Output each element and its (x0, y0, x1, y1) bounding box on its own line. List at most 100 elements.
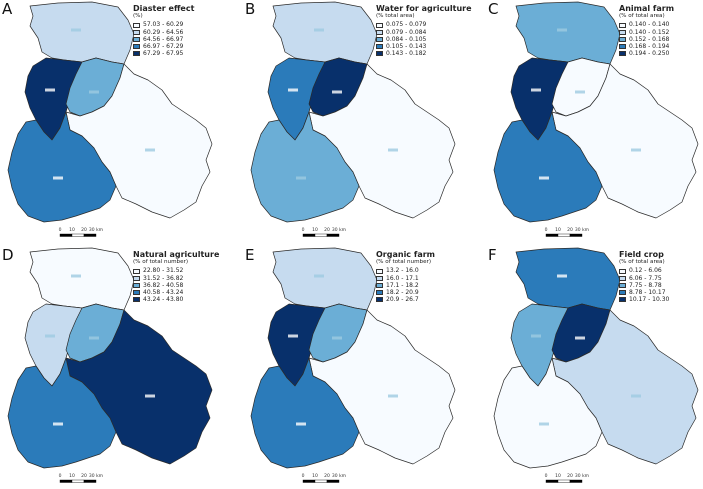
legend-class-label: 0.140 - 0.152 (629, 28, 670, 36)
legend-swatch (619, 282, 626, 288)
choropleth-map: 0 10 20 30 km (7, 247, 213, 483)
legend-item: 31.52 - 36.82 (133, 275, 219, 282)
map-panel-b: 0 10 20 30 km B Water for agriculture (% total… (243, 0, 477, 243)
legend-class-label: 31.52 - 36.82 (143, 274, 184, 282)
legend-unit: (% of total number) (133, 259, 189, 266)
legend-item: 17.1 - 18.2 (376, 282, 435, 289)
region-label-northwest (531, 88, 541, 92)
legend-class-label: 10.17 - 10.30 (629, 296, 670, 304)
region-label-north (557, 28, 567, 32)
legend-item: 8.78 - 10.17 (619, 289, 669, 296)
legend-unit: (% total area) (376, 13, 415, 20)
scale-bar: 0 10 20 30 km (302, 473, 346, 483)
legend-item: 64.56 - 66.97 (133, 36, 194, 43)
scale-bar-segment (545, 233, 559, 237)
region-north (515, 247, 621, 311)
legend-swatch (133, 268, 140, 274)
panel-letter: E (245, 246, 255, 264)
region-label-center (575, 336, 585, 340)
scale-bar-label: 30 km (332, 227, 346, 233)
legend-item: 0.143 - 0.182 (376, 50, 472, 57)
scale-bar-label: 10 (69, 227, 75, 233)
legend-item: 0.12 - 6.06 (619, 267, 669, 274)
region-label-north (557, 274, 567, 278)
legend-swatch (133, 22, 140, 28)
scale-bar-label: 10 (555, 473, 561, 479)
region-southwest (493, 111, 603, 223)
scale-bar-label: 0 (59, 227, 62, 233)
choropleth-map: 0 10 20 30 km (250, 1, 456, 237)
region-southwest (7, 357, 117, 469)
map-panel-f: 0 10 20 30 km F Field crop (% of total area) 0.… (486, 246, 703, 489)
choropleth-map: 0 10 20 30 km (250, 247, 456, 483)
region-label-north (71, 28, 81, 32)
region-north (29, 247, 135, 311)
region-north (515, 1, 621, 65)
legend-class-label: 40.58 - 43.24 (143, 289, 184, 297)
legend-swatch (133, 36, 140, 42)
region-label-east (388, 394, 398, 398)
legend-item: 6.06 - 7.75 (619, 275, 669, 282)
legend-item: 0.152 - 0.168 (619, 36, 674, 43)
scale-bar: 0 10 20 30 km (545, 227, 589, 237)
scale-bar-label: 30 km (89, 227, 103, 233)
scale-bar-segment (569, 233, 583, 237)
scale-bar-segment (83, 233, 97, 237)
map-panel-e: 0 10 20 30 km E Organic farm (% of total numbe… (243, 246, 477, 489)
legend-class-label: 8.78 - 10.17 (629, 289, 666, 297)
region-label-northwest (45, 88, 55, 92)
legend-item: 67.29 - 67.95 (133, 50, 194, 57)
legend-class-label: 36.82 - 40.58 (143, 281, 184, 289)
scale-bar: 0 10 20 30 km (302, 227, 346, 237)
region-label-east (145, 148, 155, 152)
legend-item: 57.03 - 60.29 (133, 21, 194, 28)
scale-bar-label: 10 (312, 473, 318, 479)
scale-bar: 0 10 20 30 km (59, 227, 103, 237)
region-east (308, 63, 456, 219)
region-label-southwest (539, 422, 549, 426)
map-panel-c: 0 10 20 30 km C Animal farm (% of total area) 0… (486, 0, 703, 243)
legend-class-label: 60.29 - 64.56 (143, 28, 184, 36)
scale-bar-label: 20 (81, 227, 87, 233)
legend-class-label: 66.97 - 67.29 (143, 43, 184, 51)
scale-bar-segment (314, 479, 328, 483)
scale-bar-segment (59, 479, 73, 483)
legend-item: 20.9 - 26.7 (376, 296, 435, 303)
scale-bar-label: 10 (312, 227, 318, 233)
legend-class-label: 57.03 - 60.29 (143, 21, 184, 29)
legend-item: 0.084 - 0.105 (376, 36, 472, 43)
legend-unit: (% of total area) (619, 13, 665, 20)
map-legend: Organic farm (% of total number) 13.2 - 16… (376, 250, 435, 303)
legend-swatch (619, 44, 626, 50)
legend-swatch (619, 36, 626, 42)
legend-item: 66.97 - 67.29 (133, 43, 194, 50)
region-label-center (332, 90, 342, 94)
region-label-north (314, 28, 324, 32)
legend-class-label: 0.12 - 6.06 (629, 267, 662, 275)
legend-class-label: 6.06 - 7.75 (629, 274, 662, 282)
map-legend: Water for agriculture (% total area) 0.075… (376, 4, 472, 57)
legend-swatch (376, 290, 383, 296)
legend-swatch (133, 297, 140, 303)
scale-bar-label: 0 (59, 473, 62, 479)
legend-class-label: 16.0 - 17.1 (386, 274, 419, 282)
region-southwest (250, 357, 360, 469)
legend-title: Organic farm (376, 250, 435, 259)
legend-item: 43.24 - 43.80 (133, 296, 219, 303)
legend-title: Animal farm (619, 4, 675, 13)
scale-bar-label: 0 (545, 227, 548, 233)
legend-swatch (619, 290, 626, 296)
region-label-east (631, 394, 641, 398)
scale-bar: 0 10 20 30 km (59, 473, 103, 483)
legend-swatch (376, 44, 383, 50)
legend-item: 0.075 - 0.079 (376, 21, 472, 28)
scale-bar-label: 0 (545, 473, 548, 479)
legend-swatch (133, 44, 140, 50)
scale-bar-segment (302, 233, 316, 237)
region-east (65, 63, 213, 219)
region-north (272, 247, 378, 311)
scale-bar: 0 10 20 30 km (545, 473, 589, 483)
scale-bar-label: 0 (302, 473, 305, 479)
legend-item: 18.2 - 20.9 (376, 289, 435, 296)
region-label-northwest (531, 334, 541, 338)
